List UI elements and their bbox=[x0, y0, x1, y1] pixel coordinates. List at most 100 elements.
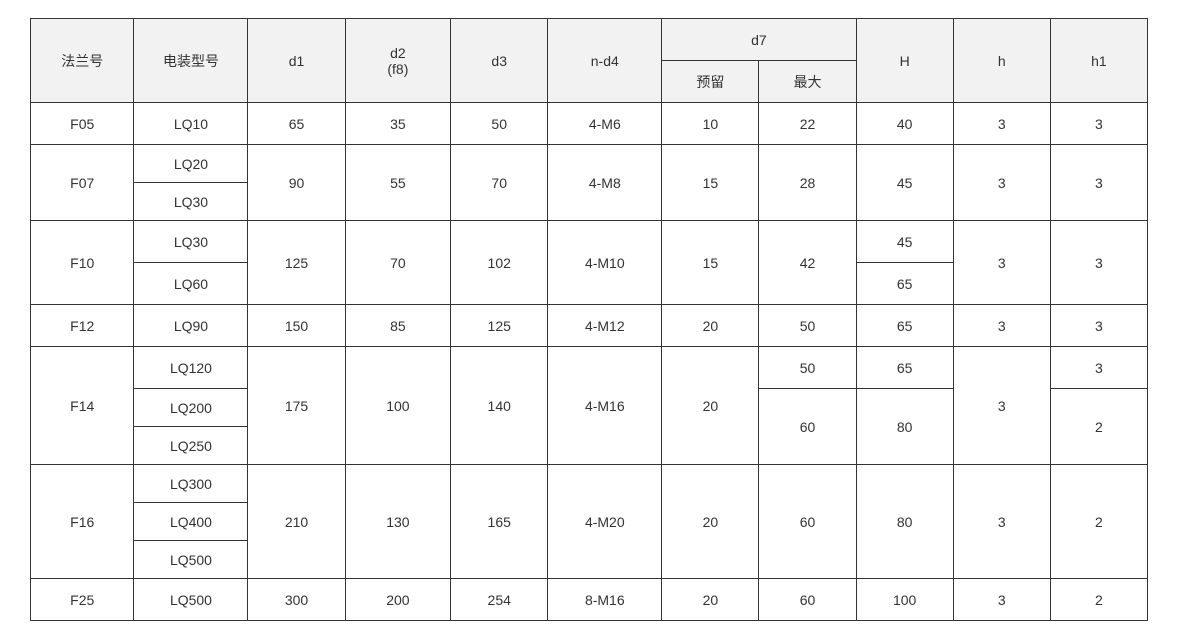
cell-model: LQ300 bbox=[134, 465, 248, 503]
table-row: F25 LQ500 300 200 254 8-M16 20 60 100 3 … bbox=[31, 579, 1148, 621]
cell-model: LQ500 bbox=[134, 579, 248, 621]
cell-n-d4: 4-M6 bbox=[548, 103, 662, 145]
cell-model: LQ30 bbox=[134, 183, 248, 221]
cell-d3: 165 bbox=[451, 465, 548, 579]
cell-n-d4: 4-M16 bbox=[548, 347, 662, 465]
table-row: F12 LQ90 150 85 125 4-M12 20 50 65 3 3 bbox=[31, 305, 1148, 347]
cell-n-d4: 4-M20 bbox=[548, 465, 662, 579]
cell-h: 3 bbox=[953, 347, 1050, 465]
cell-h1: 2 bbox=[1050, 465, 1147, 579]
header-n-d4: n-d4 bbox=[548, 19, 662, 103]
cell-d3: 254 bbox=[451, 579, 548, 621]
cell-n-d4: 4-M12 bbox=[548, 305, 662, 347]
table-row: F07 LQ20 90 55 70 4-M8 15 28 45 3 3 bbox=[31, 145, 1148, 183]
cell-d7b: 50 bbox=[759, 347, 856, 389]
cell-h1: 3 bbox=[1050, 145, 1147, 221]
cell-d1: 65 bbox=[248, 103, 345, 145]
cell-d2: 85 bbox=[345, 305, 451, 347]
cell-d7a: 10 bbox=[662, 103, 759, 145]
cell-flange: F07 bbox=[31, 145, 134, 221]
header-flange-no: 法兰号 bbox=[31, 19, 134, 103]
cell-H: 100 bbox=[856, 579, 953, 621]
cell-h1: 3 bbox=[1050, 221, 1147, 305]
cell-d7b: 42 bbox=[759, 221, 856, 305]
cell-d2: 70 bbox=[345, 221, 451, 305]
cell-d2: 55 bbox=[345, 145, 451, 221]
cell-d1: 175 bbox=[248, 347, 345, 465]
cell-d7a: 20 bbox=[662, 347, 759, 465]
cell-d1: 90 bbox=[248, 145, 345, 221]
cell-d7b: 60 bbox=[759, 389, 856, 465]
cell-d3: 125 bbox=[451, 305, 548, 347]
cell-h: 3 bbox=[953, 305, 1050, 347]
cell-flange: F12 bbox=[31, 305, 134, 347]
cell-d3: 140 bbox=[451, 347, 548, 465]
header-d7-reserved: 预留 bbox=[662, 61, 759, 103]
cell-d2: 200 bbox=[345, 579, 451, 621]
cell-d1: 300 bbox=[248, 579, 345, 621]
cell-H: 40 bbox=[856, 103, 953, 145]
cell-h1: 2 bbox=[1050, 389, 1147, 465]
cell-d7a: 20 bbox=[662, 465, 759, 579]
cell-model: LQ200 bbox=[134, 389, 248, 427]
cell-model: LQ90 bbox=[134, 305, 248, 347]
cell-flange: F16 bbox=[31, 465, 134, 579]
cell-h: 3 bbox=[953, 221, 1050, 305]
table-row: F14 LQ120 175 100 140 4-M16 20 50 65 3 3 bbox=[31, 347, 1148, 389]
cell-model: LQ400 bbox=[134, 503, 248, 541]
header-H: H bbox=[856, 19, 953, 103]
cell-d3: 50 bbox=[451, 103, 548, 145]
cell-h: 3 bbox=[953, 145, 1050, 221]
cell-d1: 150 bbox=[248, 305, 345, 347]
cell-d7b: 60 bbox=[759, 465, 856, 579]
cell-d3: 70 bbox=[451, 145, 548, 221]
cell-H: 80 bbox=[856, 389, 953, 465]
cell-H: 80 bbox=[856, 465, 953, 579]
cell-d1: 210 bbox=[248, 465, 345, 579]
header-d3: d3 bbox=[451, 19, 548, 103]
cell-H: 45 bbox=[856, 221, 953, 263]
cell-h1: 3 bbox=[1050, 103, 1147, 145]
header-d7-max: 最大 bbox=[759, 61, 856, 103]
table-row: F10 LQ30 125 70 102 4-M10 15 42 45 3 3 bbox=[31, 221, 1148, 263]
cell-flange: F05 bbox=[31, 103, 134, 145]
table-row: F16 LQ300 210 130 165 4-M20 20 60 80 3 2 bbox=[31, 465, 1148, 503]
cell-H: 65 bbox=[856, 347, 953, 389]
cell-flange: F25 bbox=[31, 579, 134, 621]
cell-model: LQ30 bbox=[134, 221, 248, 263]
header-h1: h1 bbox=[1050, 19, 1147, 103]
header-d2: d2 (f8) bbox=[345, 19, 451, 103]
cell-d1: 125 bbox=[248, 221, 345, 305]
cell-d7b: 28 bbox=[759, 145, 856, 221]
cell-d7a: 15 bbox=[662, 145, 759, 221]
cell-H: 45 bbox=[856, 145, 953, 221]
cell-h1: 3 bbox=[1050, 305, 1147, 347]
cell-d7a: 20 bbox=[662, 305, 759, 347]
cell-d7b: 60 bbox=[759, 579, 856, 621]
cell-d7b: 50 bbox=[759, 305, 856, 347]
cell-h1: 3 bbox=[1050, 347, 1147, 389]
cell-h: 3 bbox=[953, 579, 1050, 621]
table-row: F05 LQ10 65 35 50 4-M6 10 22 40 3 3 bbox=[31, 103, 1148, 145]
cell-d7a: 15 bbox=[662, 221, 759, 305]
cell-model: LQ10 bbox=[134, 103, 248, 145]
cell-H: 65 bbox=[856, 263, 953, 305]
header-d2-top: d2 bbox=[346, 45, 451, 61]
cell-d2: 130 bbox=[345, 465, 451, 579]
header-h: h bbox=[953, 19, 1050, 103]
cell-model: LQ20 bbox=[134, 145, 248, 183]
cell-model: LQ60 bbox=[134, 263, 248, 305]
header-d1: d1 bbox=[248, 19, 345, 103]
cell-flange: F14 bbox=[31, 347, 134, 465]
cell-model: LQ120 bbox=[134, 347, 248, 389]
cell-model: LQ500 bbox=[134, 541, 248, 579]
header-model: 电装型号 bbox=[134, 19, 248, 103]
cell-n-d4: 4-M10 bbox=[548, 221, 662, 305]
cell-H: 65 bbox=[856, 305, 953, 347]
cell-d7a: 20 bbox=[662, 579, 759, 621]
cell-d3: 102 bbox=[451, 221, 548, 305]
cell-h1: 2 bbox=[1050, 579, 1147, 621]
flange-spec-table: 法兰号 电装型号 d1 d2 (f8) d3 n-d4 d7 H h h1 预留… bbox=[30, 18, 1148, 621]
cell-h: 3 bbox=[953, 103, 1050, 145]
cell-model: LQ250 bbox=[134, 427, 248, 465]
